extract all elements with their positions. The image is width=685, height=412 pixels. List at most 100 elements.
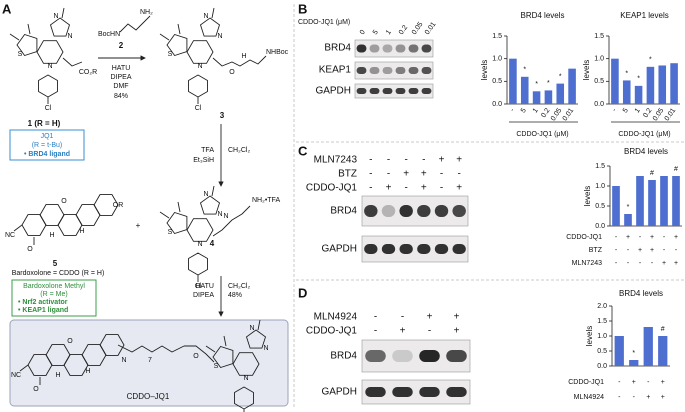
condition-sign: + <box>662 260 666 267</box>
bar <box>624 214 632 226</box>
atom: CO₂R <box>79 69 97 76</box>
atom: NC <box>11 372 21 379</box>
x-tick-label: - <box>611 107 618 113</box>
blot <box>354 61 434 80</box>
bond <box>13 224 23 232</box>
ring <box>186 40 214 64</box>
y-tick-label: 0.0 <box>594 101 604 108</box>
condition-sign: + <box>674 234 678 241</box>
ring <box>188 74 208 98</box>
condition-sign: + <box>632 379 636 386</box>
yield: 84% <box>114 93 128 100</box>
x-tick-label: 0.2 <box>540 107 551 119</box>
bond <box>212 55 267 67</box>
condition-sign: + <box>454 312 460 323</box>
bond <box>212 205 251 237</box>
atom: N <box>197 241 202 248</box>
cddo-role: • Nrf2 activator <box>18 299 68 306</box>
atom: O <box>229 69 235 76</box>
row-label: BRD4 <box>330 206 357 217</box>
blot <box>361 195 469 227</box>
y-tick-label: 0.5 <box>595 203 605 210</box>
significance: * <box>625 70 628 77</box>
significance: # <box>674 166 678 173</box>
atom: N <box>217 33 222 40</box>
bar <box>544 90 553 104</box>
significance: * <box>632 350 635 357</box>
condition: DIPEA <box>110 74 131 81</box>
bond <box>159 211 170 219</box>
bar <box>556 83 565 104</box>
condition-sign: + <box>646 394 650 401</box>
condition-sign: + <box>456 155 462 166</box>
band <box>356 44 367 53</box>
panel-label: D <box>298 285 307 300</box>
ring <box>99 334 125 356</box>
atom: OR <box>113 202 124 209</box>
y-axis-label: levels <box>480 60 489 80</box>
atom: N <box>203 13 208 20</box>
band <box>452 205 466 217</box>
significance: # <box>661 326 665 333</box>
y-tick-label: 1.0 <box>492 56 502 63</box>
ring <box>36 40 64 64</box>
ring <box>166 33 188 57</box>
condition-sign: - <box>615 247 618 254</box>
blot <box>354 83 434 99</box>
y-tick-label: 2.0 <box>597 303 607 310</box>
bar <box>614 336 624 366</box>
atom: O <box>27 246 33 253</box>
condition-sign: - <box>651 260 654 267</box>
bar <box>568 68 576 104</box>
atom: O <box>33 386 39 393</box>
condition-sign: - <box>374 312 377 323</box>
condition: Et₃SiH <box>193 157 214 164</box>
compound-label: 3 <box>220 111 225 120</box>
atom: O <box>61 198 67 205</box>
ring <box>186 218 214 242</box>
group: NHBoc <box>266 49 289 56</box>
ring <box>166 211 188 235</box>
condition-sign: - <box>404 183 407 194</box>
atom: Cl <box>195 105 202 112</box>
chart-title: BRD4 levels <box>520 11 564 20</box>
y-tick-label: 1.0 <box>595 183 605 190</box>
y-tick-label: 0.0 <box>597 363 607 370</box>
atom: S <box>214 363 219 370</box>
chart-title: BRD4 levels <box>619 289 663 298</box>
bond <box>19 364 29 372</box>
y-tick-label: 1.5 <box>492 33 502 40</box>
atom: Cl <box>195 283 202 290</box>
band <box>365 350 386 362</box>
condition-sign: + <box>626 234 630 241</box>
condition: DMF <box>113 83 128 90</box>
bar <box>532 91 541 104</box>
y-tick-label: 1.5 <box>595 163 605 170</box>
x-tick-label: - <box>509 107 516 113</box>
atom: N <box>203 191 208 198</box>
band <box>356 67 367 74</box>
ring <box>38 74 58 98</box>
bar <box>636 176 644 226</box>
band <box>408 67 419 74</box>
significance: * <box>547 80 550 87</box>
lane-label: 0 <box>359 29 367 36</box>
bond <box>61 7 65 19</box>
atom: N <box>121 357 126 364</box>
compound-label: 4 <box>210 239 215 248</box>
band <box>419 387 440 397</box>
y-tick-label: 0.0 <box>492 101 502 108</box>
atom: N <box>263 345 268 352</box>
x-tick-label: 0.05 <box>652 107 666 122</box>
panel-label: A <box>2 1 12 16</box>
lane-label: 0.01 <box>424 21 438 36</box>
atom: O <box>67 338 73 345</box>
ring <box>188 252 208 276</box>
ring <box>75 204 101 226</box>
condition: TFA <box>201 147 214 154</box>
bar <box>658 65 667 104</box>
condition-sign: + <box>674 260 678 267</box>
atom: H <box>241 53 246 60</box>
caption: Bardoxolone = CDDO (R = H) <box>12 270 105 277</box>
